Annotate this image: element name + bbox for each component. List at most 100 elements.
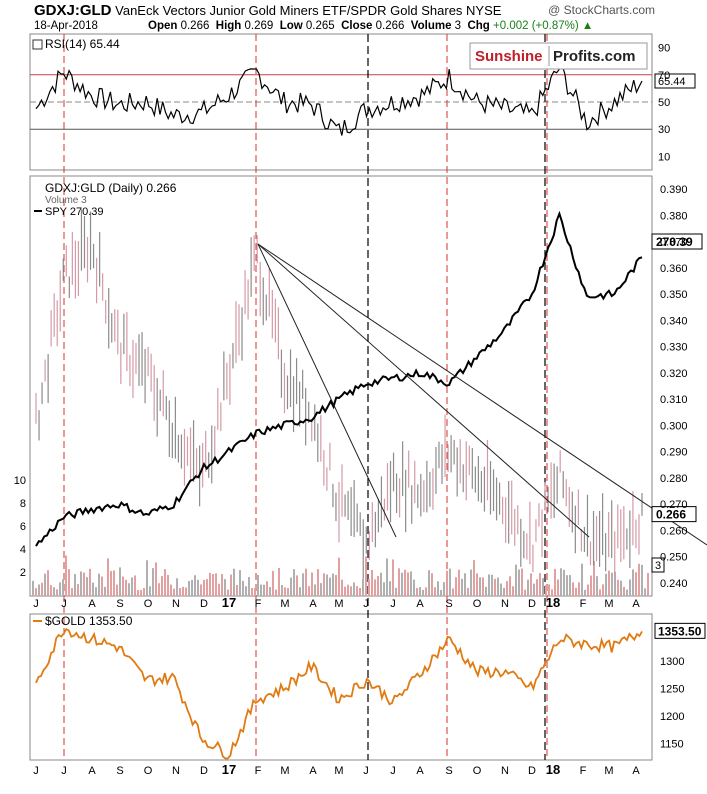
x-tick-label-ratio: M [280,598,289,610]
volume-bar [401,572,403,596]
volume-bar [485,586,487,596]
volume-bar [44,573,46,596]
volume-bar [167,575,169,596]
volume-bar [350,586,352,596]
x-tick-label-ratio: A [309,598,317,610]
volume-bar [215,573,217,596]
ratio-last-value: 0.266 [656,508,686,522]
gold-y-tick-label: 1250 [660,683,684,695]
volume-bar [101,576,103,596]
volume-y-tick-label: 2 [20,567,26,579]
volume-bar [287,587,289,596]
ratio-y-tick-label: 0.380 [660,210,688,222]
volume-bar [98,573,100,596]
volume-bar [134,575,136,596]
x-tick-label-ratio: F [255,598,262,610]
x-tick-label-ratio: 17 [222,595,236,610]
volume-bar [584,589,586,596]
ratio-panel-frame [29,175,653,597]
trendline-1 [257,243,397,538]
volume-bar [479,577,481,596]
volume-bar [224,579,226,596]
volume-bar [461,578,463,596]
volume-bar [377,575,379,596]
volume-bar [83,572,85,596]
volume-last-value: 3 [655,560,661,572]
volume-bar [296,575,298,596]
x-tick-label-ratio: M [604,598,613,610]
volume-bar [557,579,559,596]
volume-bar [389,581,391,596]
ratio-y-tick-label: 0.370 [660,237,688,249]
rsi-legend: RSI(14) 65.44 [45,37,120,51]
ratio-y-tick-label: 0.330 [660,342,688,354]
volume-bar [575,587,577,596]
volume-bar [608,570,610,596]
volume-bar [359,587,361,596]
volume-bar [233,568,235,596]
volume-bar [404,569,406,596]
x-tick-label-ratio: J [61,598,67,610]
volume-bar [71,588,73,596]
volume-bar [497,577,499,596]
volume-bar [308,586,310,596]
volume-bar [314,584,316,596]
volume-bar [137,589,139,596]
volume-bar [290,577,292,596]
volume-bar [344,586,346,596]
volume-label: Volume [410,20,452,32]
volume-bar [425,587,427,596]
volume-bar [590,575,592,596]
trendline-2 [257,243,590,538]
volume-bar [611,572,613,596]
gold-last-value: 1353.50 [658,624,702,638]
date-label: 18-Apr-2018 [34,20,98,32]
stockcharts-credit: @ StockCharts.com [548,3,655,17]
gold-y-tick-label: 1300 [660,656,684,668]
volume-bar [92,582,94,596]
x-tick-label-ratio: O [144,598,153,610]
volume-bar [191,579,193,596]
volume-bar [407,572,409,596]
x-tick-label-gold: J [363,765,369,777]
volume-bar [347,584,349,596]
ratio-y-tick-label: 0.320 [660,368,688,380]
volume-bar [596,576,598,596]
volume-bar [65,555,67,596]
x-tick-label-gold: A [309,765,317,777]
volume-bar [74,574,76,596]
volume-bar [551,589,553,596]
volume-bar [125,579,127,596]
volume-bar [365,556,367,596]
x-tick-label-gold: 17 [222,762,236,777]
volume-bar [395,587,397,596]
ratio-y-tick-label: 0.300 [660,420,688,432]
volume-bar [155,562,157,596]
volume-bar [560,568,562,596]
volume-bar [443,582,445,596]
logo-text-part1: Sunshine [475,48,543,65]
x-tick-label-gold: M [280,765,289,777]
ratio-y-tick-label: 0.280 [660,473,688,485]
volume-bar [638,563,640,596]
volume-bar [644,588,646,596]
volume-bar [437,581,439,596]
volume-bar [416,587,418,596]
volume-bar [440,589,442,596]
volume-bar [206,579,208,596]
trendline-3 [257,243,707,546]
rsi-y-tick-label: 50 [658,97,670,109]
spy-line [35,210,643,547]
volume-bar [563,569,565,596]
x-tick-label-ratio: O [473,598,482,610]
volume-bar [269,587,271,596]
x-tick-label-gold: J [61,765,67,777]
x-tick-label-ratio: F [580,598,587,610]
volume-bar [464,573,466,596]
up-triangle-icon: ▲ [581,20,594,32]
x-tick-label-gold: J [390,765,396,777]
volume-bar [122,576,124,596]
gold-panel-frame [29,613,653,761]
volume-bar [305,568,307,596]
volume-bar [227,589,229,596]
